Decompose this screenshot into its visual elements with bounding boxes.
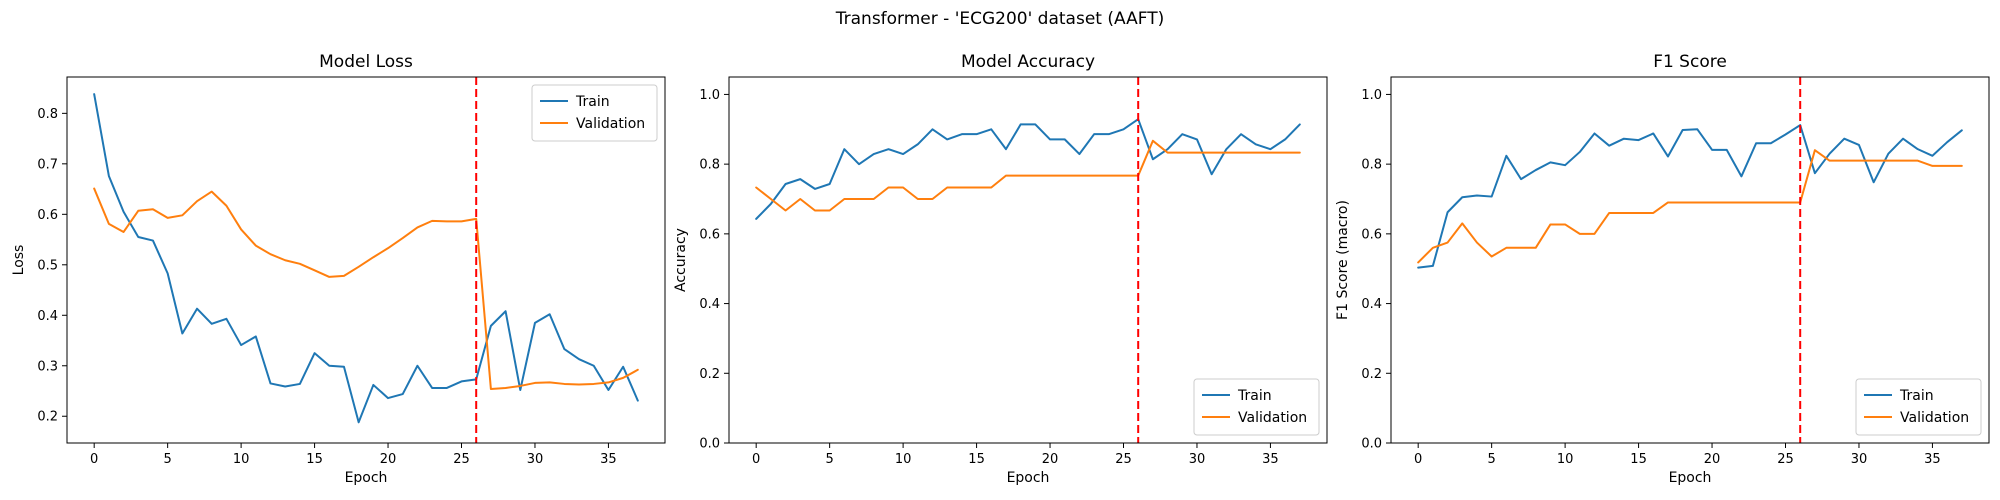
model-loss-ytick-label: 0.7: [37, 157, 58, 172]
model-loss-xtick-label: 15: [306, 452, 323, 467]
model-accuracy-series-validation-line: [755, 139, 1301, 212]
model-loss-xtick-label: 10: [233, 452, 250, 467]
model-loss-ytick-label: 0.6: [37, 208, 58, 223]
model-loss-xtick-label: 20: [380, 452, 397, 467]
model-loss-legend-box: [531, 84, 658, 142]
f1-score-ytick-label: 0.0: [1361, 437, 1382, 452]
model-loss-series-train-line: [93, 93, 639, 424]
model-accuracy-xtick-label: 10: [895, 452, 912, 467]
model-accuracy-series-train-line: [755, 118, 1301, 220]
model-loss-ytick-label: 0.3: [37, 359, 58, 374]
f1-score-xtick-label: 35: [1924, 452, 1941, 467]
f1-score-xtick-label: 15: [1630, 452, 1647, 467]
model-accuracy-legend-label-validation: Validation: [1238, 410, 1307, 426]
f1-score-ytick-label: 0.8: [1361, 158, 1382, 173]
model-loss-series-validation-line: [93, 187, 639, 390]
model-loss-xlabel: Epoch: [345, 470, 388, 486]
model-accuracy-xtick-label: 5: [826, 452, 834, 467]
model-loss-legend-label-validation: Validation: [576, 116, 645, 132]
model-accuracy-ytick-label: 0.6: [699, 227, 720, 242]
model-loss-ytick-label: 0.8: [37, 107, 58, 122]
figure-suptitle: Transformer - 'ECG200' dataset (AAFT): [835, 9, 1164, 29]
model-accuracy-ytick-label: 1.0: [699, 88, 720, 103]
model-loss-ytick-label: 0.5: [37, 258, 58, 273]
f1-score-xtick-label: 30: [1851, 452, 1868, 467]
model-loss-xtick-label: 0: [90, 452, 98, 467]
model-accuracy-xtick-label: 15: [968, 452, 985, 467]
f1-score-xlabel: Epoch: [1669, 470, 1712, 486]
f1-score-series-validation-line: [1417, 149, 1963, 264]
f1-score-legend-label-validation: Validation: [1900, 410, 1969, 426]
model-loss-panel: Model Loss 0 5 10 15 20 25 30 35 0.2 0.3 0.4 0.5 0.6 0…: [11, 52, 666, 486]
model-accuracy-xtick-label: 35: [1262, 452, 1279, 467]
f1-score-ytick-label: 0.4: [1361, 297, 1382, 312]
model-accuracy-frame: [728, 76, 1328, 444]
model-accuracy-xtick-label: 30: [1189, 452, 1206, 467]
model-accuracy-ytick-label: 0.0: [699, 437, 720, 452]
model-accuracy-xtick-label: 0: [752, 452, 760, 467]
model-accuracy-legend: Train Validation: [1193, 378, 1320, 436]
f1-score-ytick-label: 0.2: [1361, 367, 1382, 382]
model-accuracy-ytick-label: 0.8: [699, 158, 720, 173]
f1-score-legend-label-train: Train: [1899, 388, 1934, 404]
model-accuracy-legend-label-train: Train: [1237, 388, 1272, 404]
f1-score-ylabel: F1 Score (macro): [1335, 200, 1351, 320]
f1-score-panel: F1 Score 0 5 10 15 20 25 30 35 0.0 0.2 0.4 0.6 0.8 1.0…: [1335, 52, 1990, 486]
model-loss-legend: Train Validation: [531, 84, 658, 142]
model-loss-ytick-label: 0.2: [37, 410, 58, 425]
f1-score-legend: Train Validation: [1855, 378, 1982, 436]
f1-score-ytick-label: 0.6: [1361, 227, 1382, 242]
f1-score-legend-box: [1855, 378, 1982, 436]
f1-score-xtick-label: 10: [1557, 452, 1574, 467]
f1-score-series-train-line: [1417, 124, 1963, 269]
f1-score-xtick-label: 5: [1488, 452, 1496, 467]
model-accuracy-ylabel: Accuracy: [673, 228, 689, 292]
model-loss-legend-label-train: Train: [575, 94, 610, 110]
model-loss-xtick-label: 5: [164, 452, 172, 467]
model-accuracy-xtick-label: 25: [1115, 452, 1132, 467]
f1-score-ytick-label: 1.0: [1361, 88, 1382, 103]
model-accuracy-ytick-label: 0.4: [699, 297, 720, 312]
model-loss-xtick-label: 35: [600, 452, 617, 467]
f1-score-xtick-label: 0: [1414, 452, 1422, 467]
model-loss-frame: [66, 76, 666, 444]
model-loss-xtick-label: 25: [453, 452, 470, 467]
model-accuracy-xlabel: Epoch: [1007, 470, 1050, 486]
f1-score-title: F1 Score: [1653, 52, 1727, 72]
model-accuracy-panel: Model Accuracy 0 5 10 15 20 25 30 35 0.0 0.2 0.4 0.6…: [673, 52, 1328, 486]
model-accuracy-xtick-label: 20: [1042, 452, 1059, 467]
model-loss-ylabel: Loss: [11, 245, 27, 276]
model-accuracy-title: Model Accuracy: [961, 52, 1095, 72]
model-loss-ytick-label: 0.4: [37, 309, 58, 324]
f1-score-frame: [1390, 76, 1990, 444]
model-accuracy-ytick-label: 0.2: [699, 367, 720, 382]
model-accuracy-legend-box: [1193, 378, 1320, 436]
f1-score-xtick-label: 25: [1777, 452, 1794, 467]
model-loss-xtick-label: 30: [527, 452, 544, 467]
f1-score-xtick-label: 20: [1704, 452, 1721, 467]
model-loss-title: Model Loss: [319, 52, 413, 72]
